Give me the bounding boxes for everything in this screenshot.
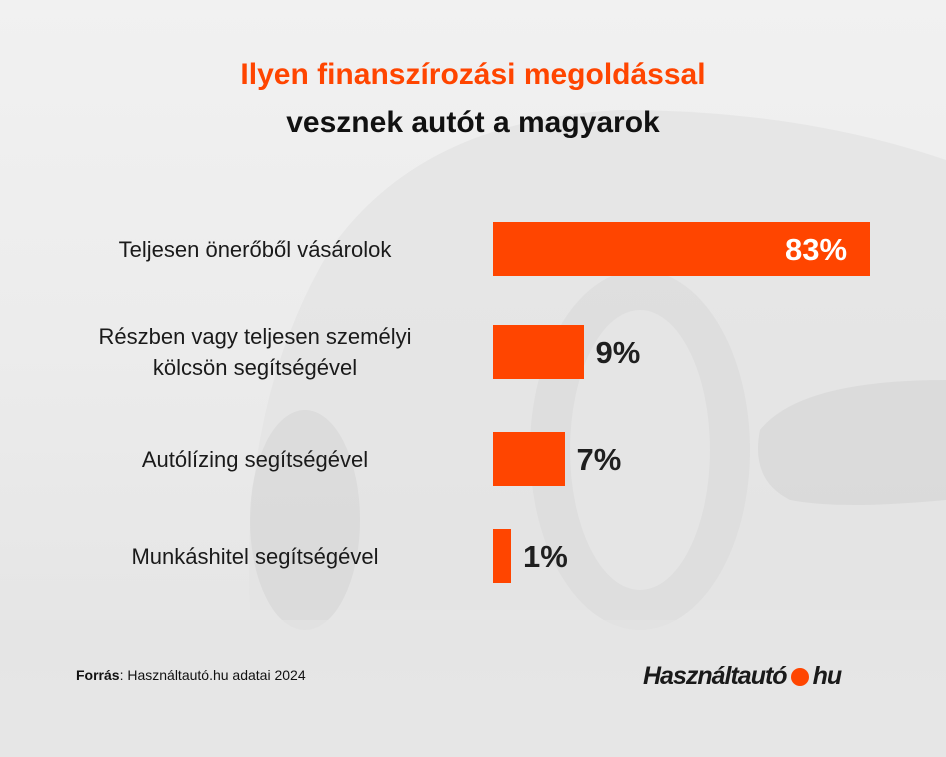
source-label: Forrás [76,667,120,683]
chart-title-line-1: Ilyen finanszírozási megoldással [240,58,706,91]
source-note: Forrás: Használtautó.hu adatai 2024 [76,667,306,683]
category-label-line: Munkáshitel segítségével [131,543,379,569]
category-label: Részben vagy teljesen személyi kölcsön se… [50,321,460,383]
category-label-line: Részben vagy teljesen személyi [98,324,412,349]
bar [493,222,870,276]
category-label-line: Teljesen önerőből vásárolok [118,236,392,262]
value-label: 83% [785,232,848,267]
bar [493,325,584,379]
category-label: Teljesen önerőből vásárolok [50,234,460,265]
category-label: Munkáshitel segítségével [50,541,460,572]
source-text: : Használtautó.hu adatai 2024 [119,667,306,683]
value-label: 1% [523,539,568,574]
category-label: Autólízing segítségével [50,444,460,475]
logo-text-left: Használtautó [643,662,788,690]
value-label: 7% [576,442,622,477]
logo-text-right: hu [812,662,843,690]
logo-dot-icon [790,667,809,686]
chart-title-line-2: vesznek autót a magyarok [286,106,660,139]
category-label-line: kölcsön segítségével [152,355,358,380]
bar [493,529,511,583]
bar [493,432,565,486]
category-label-line: Autólízing segítségével [141,446,369,472]
value-label: 9% [595,335,641,370]
hasznaltauto-logo: Használtautó hu [643,662,843,691]
